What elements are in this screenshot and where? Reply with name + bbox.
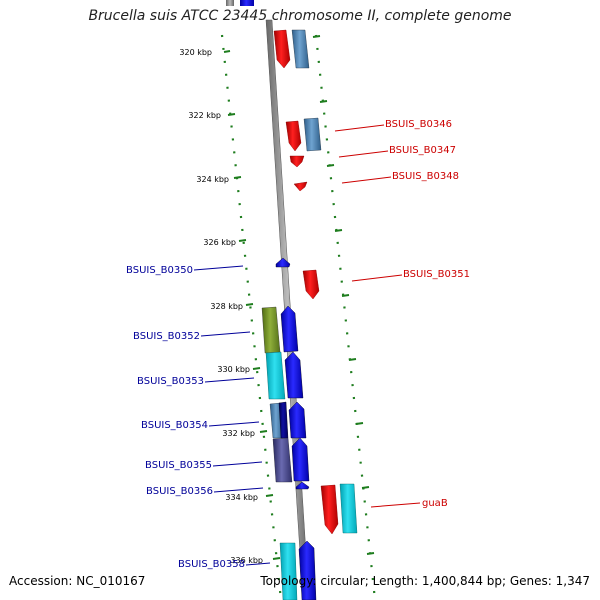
gene-feature[interactable] [291, 437, 310, 482]
gene-feature[interactable] [302, 269, 320, 300]
gene-label: BSUIS_B0354 [141, 420, 208, 431]
gene-feature[interactable] [291, 29, 310, 69]
gene-feature[interactable] [279, 542, 298, 600]
gene-label: BSUIS_B0347 [389, 145, 456, 156]
gene-feature[interactable] [280, 305, 299, 353]
gene-label: BSUIS_B0352 [133, 331, 200, 342]
gene-feature[interactable] [261, 306, 281, 354]
partial-feature-top [226, 0, 254, 6]
forward-leader-lines [334, 124, 421, 508]
gene-label: BSUIS_B0355 [145, 460, 212, 471]
gene-feature[interactable] [275, 257, 291, 268]
gene-feature[interactable] [298, 540, 317, 600]
tick-label: 320 kbp [179, 48, 212, 57]
gene-feature[interactable] [320, 484, 339, 535]
tick-label: 328 kbp [210, 302, 243, 311]
gene-label: BSUIS_B0351 [403, 269, 470, 280]
gene-label: BSUIS_B0356 [146, 486, 213, 497]
gene-feature[interactable] [284, 351, 304, 399]
tick-label: 326 kbp [203, 238, 236, 247]
gene-label: guaB [422, 498, 448, 509]
gene-feature[interactable] [295, 481, 310, 490]
gene-labels: BSUIS_B0346 BSUIS_B0347 BSUIS_B0348 BSUI… [126, 119, 470, 570]
gene-feature[interactable] [293, 181, 308, 192]
accession-text: Accession: NC_010167 [9, 574, 146, 588]
tick-label: 324 kbp [196, 175, 229, 184]
tick-label: 334 kbp [225, 493, 258, 502]
gene-feature[interactable] [289, 155, 305, 168]
gene-feature[interactable] [288, 401, 307, 439]
gene-label: BSUIS_B0348 [392, 171, 459, 182]
gene-feature[interactable] [272, 437, 293, 483]
gene-feature[interactable] [303, 117, 322, 152]
tick-label: 330 kbp [217, 365, 250, 374]
map-title: Brucella suis ATCC 23445 chromosome II, … [88, 8, 512, 24]
genome-summary-text: Topology: circular; Length: 1,400,844 bp… [260, 574, 590, 588]
gene-label: BSUIS_B0350 [126, 265, 193, 276]
reverse-leader-lines [193, 265, 271, 566]
gene-feature[interactable] [339, 483, 358, 534]
ruler-tick-labels: 320 kbp 322 kbp 324 kbp 326 kbp 328 kbp … [179, 48, 263, 565]
gene-feature[interactable] [265, 351, 286, 400]
tick-label: 322 kbp [188, 111, 221, 120]
tick-label: 336 kbp [230, 556, 263, 565]
gene-label: BSUIS_B0358 [178, 559, 245, 570]
gene-label: BSUIS_B0346 [385, 119, 452, 130]
gene-label: BSUIS_B0353 [137, 376, 204, 387]
tick-label: 332 kbp [222, 429, 255, 438]
gene-feature[interactable] [285, 120, 302, 152]
gene-feature[interactable] [273, 29, 291, 69]
ruler-major-ticks [223, 35, 375, 560]
